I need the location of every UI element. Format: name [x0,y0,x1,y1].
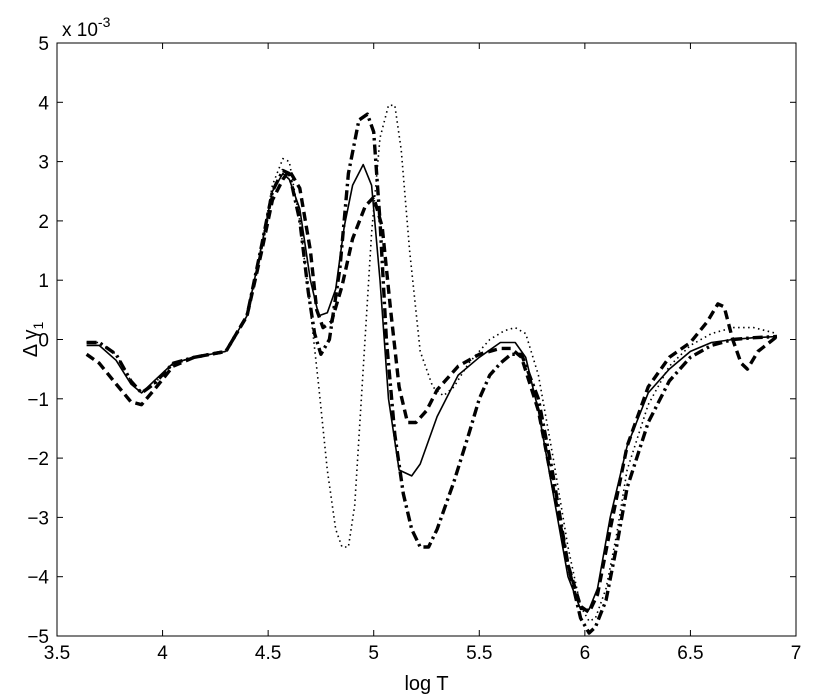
x-tick-label: 5 [368,643,379,664]
y-tick-label: −3 [27,508,49,529]
series-line-dotted [86,104,778,622]
y-tick-label: 5 [38,34,49,55]
y-scale-multiplier: x 10-3 [62,14,111,41]
y-tick-label: −1 [27,390,49,411]
y-scale-base: x 10 [62,20,98,41]
y-tick-label: −5 [27,627,49,648]
series-line-dashdot [86,112,778,635]
x-tick-label: 6 [580,643,591,664]
x-tick-label: 4 [157,643,168,664]
y-axis-title-subscript: 1 [30,321,46,329]
series-line-solid [86,163,778,611]
y-scale-exponent: -3 [98,14,111,30]
y-axis-title-main: Δ γ [20,329,42,357]
x-tick-label: 6.5 [677,643,703,664]
x-tick-label: 7 [791,643,802,664]
x-axis-title: log T [404,673,448,695]
y-tick-label: −4 [27,568,49,589]
x-tick-label: 5.5 [466,643,492,664]
y-tick-label: 0 [38,331,49,352]
series-layer [85,104,779,635]
y-tick-label: 3 [38,153,49,174]
y-axis: −5 −4 −3 −2 −1 0 1 2 3 4 5 [27,34,796,648]
y-tick-label: 2 [38,212,49,233]
x-tick-label: 4.5 [255,643,281,664]
y-axis-title: Δ γ1 [20,321,46,357]
x-tick-label: 3.5 [44,643,70,664]
x-axis: 3.5 4 4.5 5 5.5 6 6.5 7 [44,43,802,664]
y-tick-label: −2 [27,449,49,470]
y-tick-label: 1 [38,271,49,292]
y-tick-label: 4 [38,93,49,114]
